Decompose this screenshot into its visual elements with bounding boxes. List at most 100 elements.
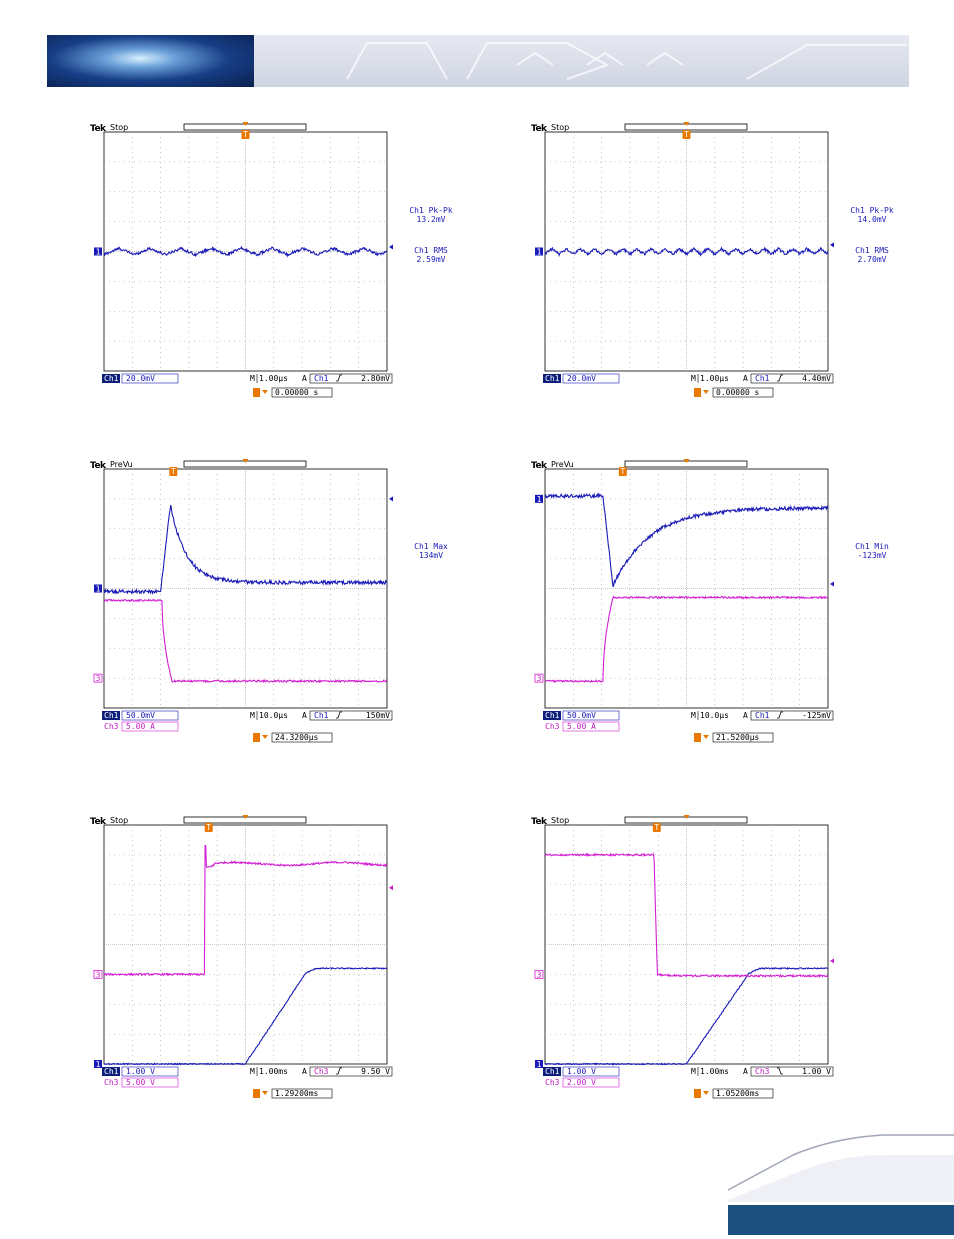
ch1-scale-box — [562, 710, 620, 721]
trigger-level: 150mV — [366, 711, 390, 720]
trigger-level-arrow — [830, 958, 834, 964]
trigger-position-marker — [683, 815, 690, 819]
measurement-value: 14.0mV — [858, 215, 887, 224]
ch1-tag: Ch1 — [104, 374, 119, 383]
ch3-trace — [103, 845, 388, 977]
ch1-ground-marker-label: 1 — [96, 1060, 101, 1069]
ch3-scale: 5.00 V — [126, 1078, 155, 1087]
trigger-time-box — [271, 1088, 333, 1099]
trigger-time-marker — [682, 130, 691, 139]
timebase-value: 1.00µs — [700, 374, 729, 383]
trigger-position-marker — [683, 122, 690, 126]
ch1-tag-bg — [102, 711, 120, 720]
header-decoration — [346, 42, 907, 80]
trigger-time-box — [271, 732, 333, 743]
ch1-ground-marker — [535, 247, 543, 256]
ch3-scale: 5.00 A — [126, 722, 155, 731]
timebase-prefix: M — [691, 711, 696, 720]
trigger-time-marker-label: T — [654, 823, 659, 832]
ch1-ground-marker-label: 1 — [537, 248, 542, 257]
ch1-scale: 50.0mV — [567, 711, 596, 720]
trigger-position-marker — [242, 459, 249, 463]
header-banner-image — [47, 35, 254, 87]
ch1-scale: 1.00 V — [126, 1067, 155, 1076]
ch3-tag: Ch3 — [104, 722, 119, 731]
trigger-time-box — [271, 387, 333, 398]
ch1-scale-box — [121, 373, 179, 384]
scope-svg: Tek PreVu T 1 3 Ch1 Min-123mV Ch1 50.0mV M 10.0µs… — [531, 459, 889, 743]
graticule-frame — [103, 824, 388, 1065]
trigger-time-arrow — [262, 1091, 268, 1095]
trigger-level-arrow — [830, 242, 834, 248]
scope-figure: Tek Stop T 1 3 Ch1 1.00 V M 1.00ms A Ch3 9.50 V Ch3 5… — [90, 813, 393, 1101]
trigger-source: Ch3 — [314, 1067, 329, 1076]
trigger-time-icon — [253, 733, 260, 742]
graticule — [103, 131, 388, 372]
ch1-scale: 20.0mV — [126, 374, 155, 383]
ch1-scale: 50.0mV — [126, 711, 155, 720]
measurement-name: Ch1 Max — [414, 542, 448, 551]
ch3-scale: 2.00 V — [567, 1078, 596, 1087]
ch3-scale-box — [562, 721, 620, 732]
header-banner — [47, 35, 909, 87]
trigger-box — [750, 1066, 834, 1077]
trigger-time-value: 0.00000 s — [716, 388, 760, 397]
timebase-value: 1.00ms — [700, 1067, 729, 1076]
trigger-time-marker — [652, 823, 661, 832]
trigger-time-value: 0.00000 s — [275, 388, 319, 397]
trigger-time-marker-label: T — [171, 467, 176, 476]
brand-label: Tek — [531, 461, 548, 471]
trigger-time-value: 1.29200ms — [275, 1089, 319, 1098]
ch3-trace — [544, 595, 829, 684]
trigger-time-box — [712, 387, 774, 398]
trigger-time-value: 21.5200µs — [716, 733, 760, 742]
trigger-position-marker — [242, 122, 249, 126]
trigger-level: 2.80mV — [361, 374, 390, 383]
graticule — [103, 824, 388, 1065]
ch1-scale-box — [562, 373, 620, 384]
ch3-ground-marker — [534, 673, 544, 683]
measurement-name: Ch1 Min — [855, 542, 889, 551]
ch1-scale-box — [121, 710, 179, 721]
trigger-time-icon — [694, 1089, 701, 1098]
ch1-tag-bg — [102, 1067, 120, 1076]
measurement-value: 134mV — [419, 551, 443, 560]
measurement-value: 13.2mV — [417, 215, 446, 224]
measurement-value: 2.70mV — [858, 255, 887, 264]
ch1-trace — [544, 492, 829, 588]
ch1-ground-marker-label: 1 — [96, 585, 101, 594]
trigger-source: Ch1 — [314, 711, 329, 720]
ch1-trace — [544, 966, 829, 1066]
ch1-ground-marker — [94, 247, 102, 256]
trigger-time-icon — [253, 388, 260, 397]
trigger-mode-label: A — [743, 711, 748, 720]
ch1-tag: Ch1 — [545, 711, 560, 720]
trigger-box — [309, 710, 393, 721]
trigger-time-icon — [694, 388, 701, 397]
ch1-tag-bg — [543, 374, 561, 383]
ch3-tag: Ch3 — [104, 1078, 119, 1087]
timebase-prefix: M — [691, 1067, 696, 1076]
ch1-trace — [544, 246, 829, 258]
trigger-time-arrow — [262, 735, 268, 739]
trigger-slope-icon — [777, 1067, 783, 1075]
ch1-tag: Ch1 — [545, 374, 560, 383]
trigger-time-icon — [694, 733, 701, 742]
acquisition-mode: PreVu — [110, 460, 133, 469]
trigger-source: Ch3 — [755, 1067, 770, 1076]
scope-svg: Tek Stop T 1 3 Ch1 1.00 V M 1.00ms A Ch3 1.00 V Ch3 2… — [531, 815, 834, 1099]
scope-figure: Tek Stop T 1 Ch1 Pk-Pk 14.0mV Ch1 RMS 2.70mV Ch1… — [531, 120, 894, 408]
ch1-scale-box — [562, 1066, 620, 1077]
measurement-name: Ch1 RMS — [855, 246, 889, 255]
trigger-slope-icon — [336, 374, 342, 382]
ch3-ground-marker-label: 3 — [537, 970, 542, 979]
ch1-ground-marker — [94, 1060, 102, 1068]
ch1-trace — [103, 504, 388, 596]
ch1-ground-marker-label: 1 — [96, 248, 101, 257]
trigger-box — [309, 1066, 393, 1077]
trigger-slope-icon — [777, 374, 783, 382]
graticule-frame — [103, 468, 388, 709]
acquisition-mode: PreVu — [551, 460, 574, 469]
